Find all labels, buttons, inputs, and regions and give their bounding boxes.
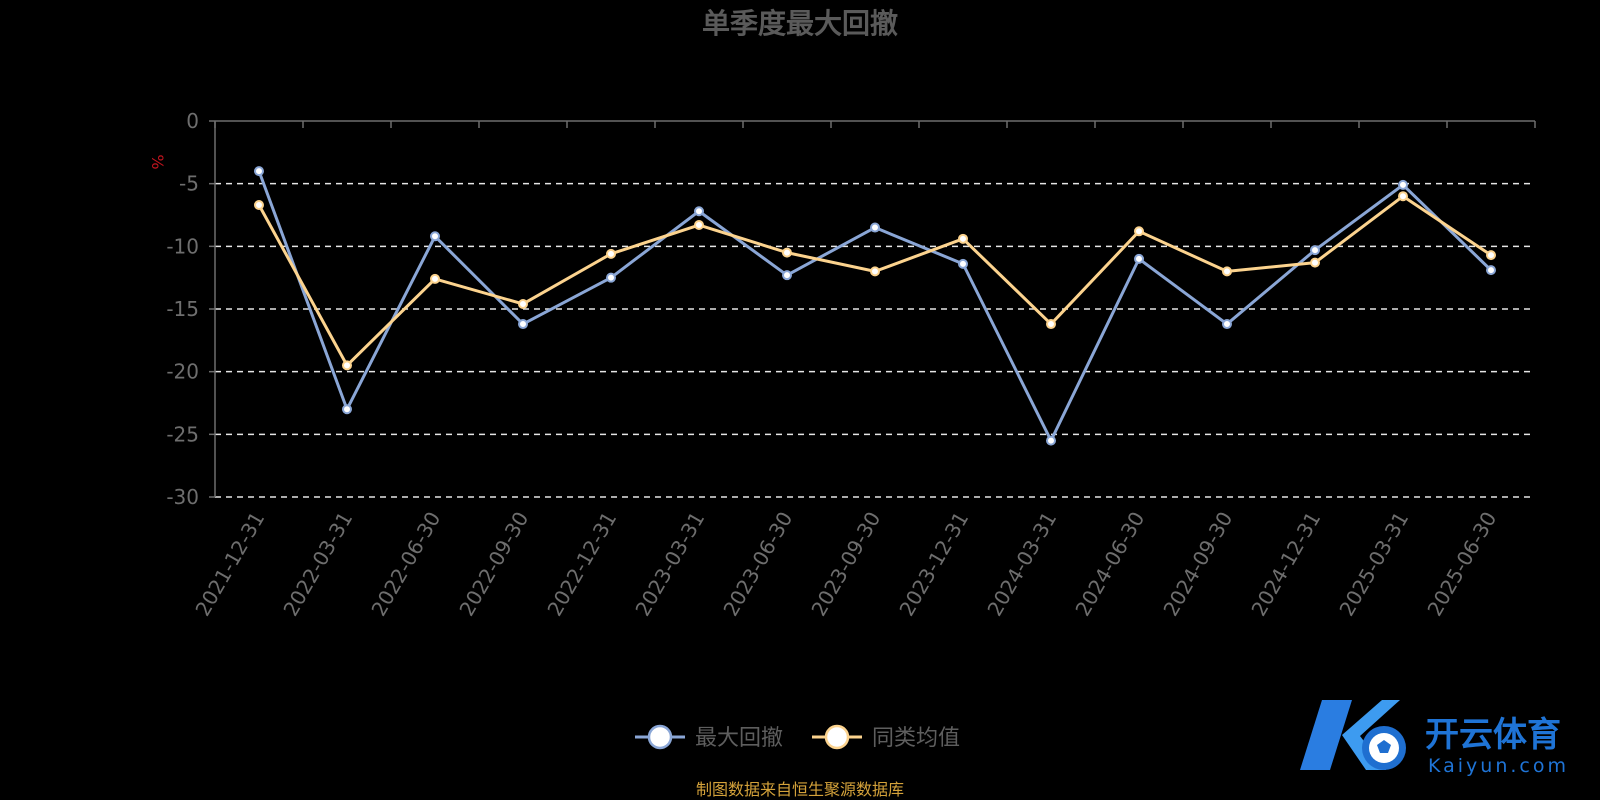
brand-logo-icon xyxy=(1300,700,1406,770)
grid-lines xyxy=(215,182,1535,498)
data-point xyxy=(342,404,352,415)
x-tick-label: 2023-09-30 xyxy=(806,508,885,621)
data-point xyxy=(782,270,792,281)
series-line xyxy=(257,194,1492,367)
data-point xyxy=(1222,266,1232,277)
data-point xyxy=(254,199,264,210)
x-tick-label: 2024-09-30 xyxy=(1158,508,1237,621)
brand-name-en: Kaiyun.com xyxy=(1428,755,1569,777)
data-point xyxy=(1222,319,1232,330)
legend-item[interactable]: 最大回撤 xyxy=(635,724,783,751)
series-layer xyxy=(254,166,1496,446)
data-point xyxy=(782,247,792,258)
x-tick-label: 2024-06-30 xyxy=(1070,508,1149,621)
data-point xyxy=(1046,319,1056,330)
x-tick-label: 2024-12-31 xyxy=(1246,508,1325,621)
chart-title: 单季度最大回撤 xyxy=(702,7,898,40)
x-tick-label: 2022-03-31 xyxy=(278,508,357,621)
data-point xyxy=(1486,250,1496,261)
data-point xyxy=(342,360,352,371)
y-tick-label: -10 xyxy=(166,234,199,258)
data-point xyxy=(1046,435,1056,446)
x-tick-label: 2021-12-31 xyxy=(190,508,269,621)
x-tick-label: 2025-03-31 xyxy=(1334,508,1413,621)
data-point xyxy=(870,266,880,277)
legend-label: 最大回撤 xyxy=(695,726,783,751)
x-tick-label: 2025-06-30 xyxy=(1422,508,1501,621)
data-point xyxy=(1134,226,1144,237)
data-point xyxy=(1398,179,1408,190)
y-axis-unit: % xyxy=(148,154,167,169)
data-point xyxy=(1486,265,1496,276)
data-point xyxy=(518,319,528,330)
data-point xyxy=(254,166,264,177)
data-point xyxy=(958,258,968,269)
legend-marker xyxy=(647,724,673,750)
y-tick-label: -20 xyxy=(166,360,199,384)
legend-marker xyxy=(824,724,850,750)
data-point xyxy=(1134,253,1144,264)
y-tick-label: 0 xyxy=(186,109,199,133)
x-tick-label: 2023-12-31 xyxy=(894,508,973,621)
brand-name-cn: 开云体育 xyxy=(1425,715,1561,755)
x-tick-label: 2023-06-30 xyxy=(718,508,797,621)
y-tick-label: -15 xyxy=(166,297,199,321)
data-point xyxy=(870,222,880,233)
x-tick-label: 2022-12-31 xyxy=(542,508,621,621)
series-2 xyxy=(254,191,1496,371)
x-tick-label: 2022-06-30 xyxy=(366,508,445,621)
series-line xyxy=(257,170,1493,443)
legend-label: 同类均值 xyxy=(872,726,960,751)
data-point xyxy=(1310,245,1320,256)
data-source-note: 制图数据来自恒生聚源数据库 xyxy=(696,780,904,799)
brand-watermark: 开云体育 Kaiyun.com xyxy=(1300,700,1569,777)
x-tick-labels: 2021-12-31 2022-03-31 2022-06-30 2022-09-30… xyxy=(190,508,1501,621)
y-tick-labels: 0 -5 -10 -15 -20 -25 -30 xyxy=(166,109,199,509)
x-tick-label: 2022-09-30 xyxy=(454,508,533,621)
data-point xyxy=(694,206,704,217)
x-tick-label: 2023-03-31 xyxy=(630,508,709,621)
y-tick-label: -30 xyxy=(166,485,199,509)
data-point xyxy=(606,272,616,283)
data-point xyxy=(430,231,440,242)
data-point xyxy=(518,298,528,309)
data-point xyxy=(606,248,616,259)
data-point xyxy=(1398,191,1408,202)
axes xyxy=(209,120,1536,498)
data-point xyxy=(430,273,440,284)
series-1 xyxy=(254,166,1496,446)
y-tick-label: -5 xyxy=(179,172,199,196)
data-point xyxy=(958,233,968,244)
legend[interactable]: 最大回撤 同类均值 xyxy=(635,724,960,751)
x-tick-label: 2024-03-31 xyxy=(982,508,1061,621)
legend-item[interactable]: 同类均值 xyxy=(812,724,960,751)
data-point xyxy=(1310,257,1320,268)
y-tick-label: -25 xyxy=(166,422,199,446)
data-point xyxy=(694,220,704,231)
